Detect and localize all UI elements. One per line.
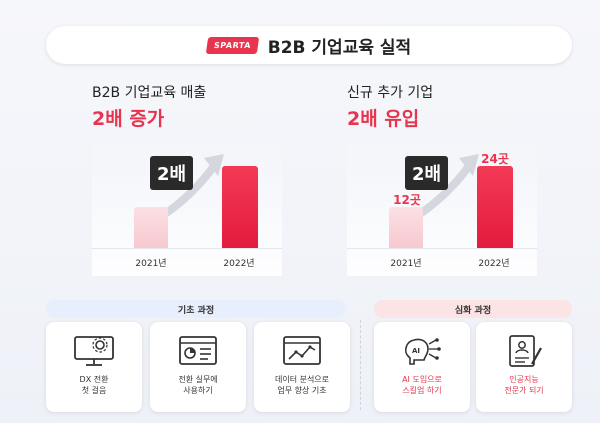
clients-chart: 12곳 2021년 24곳 2022년 2배 <box>347 136 537 276</box>
revenue-headline: 2배 증가 <box>92 108 165 130</box>
sparta-logo: SPARTA <box>205 36 259 54</box>
clients-panel: 신규 추가 기업 2배 유입 12곳 2021년 24곳 2022년 2배 <box>347 82 537 292</box>
clients-headline: 2배 유입 <box>347 108 420 130</box>
course-card-text: 인공지능 전문가 되기 <box>504 375 544 395</box>
course-card-expert[interactable]: 인공지능 전문가 되기 <box>476 322 572 412</box>
course-card-text: DX 전환 첫 걸음 <box>79 375 109 395</box>
header-banner: SPARTA B2B 기업교육 실적 <box>46 26 572 64</box>
monitor-gear-icon <box>74 336 114 366</box>
certificate-pen-icon <box>509 335 542 367</box>
revenue-subtitle: B2B 기업교육 매출 <box>92 85 207 101</box>
page-title: B2B 기업교육 실적 <box>267 37 412 58</box>
revenue-bar-2 <box>222 166 258 248</box>
basic-course-label: 기초 과정 <box>46 300 346 318</box>
clients-bar-1 <box>389 207 423 248</box>
ai-brain-icon: AI <box>404 338 441 365</box>
growth-badge: 2배 <box>405 156 449 190</box>
revenue-year-label-2: 2022년 <box>223 259 255 269</box>
clients-bar-label-1: 12곳 <box>393 193 421 207</box>
course-card-data[interactable]: 데이터 분석으로 업무 향상 기초 <box>254 322 350 412</box>
revenue-year-label-1: 2021년 <box>135 259 167 269</box>
clients-year-label-2: 2022년 <box>478 259 510 269</box>
section-divider <box>360 320 361 410</box>
revenue-bar-1 <box>134 207 168 248</box>
chart-baseline <box>347 248 537 249</box>
clients-bar-label-2: 24곳 <box>481 152 509 166</box>
clients-subtitle: 신규 추가 기업 <box>347 85 434 101</box>
course-card-text: 데이터 분석으로 업무 향상 기초 <box>274 375 330 395</box>
course-card-practice[interactable]: 전환 실무에 사용하기 <box>150 322 246 412</box>
growth-badge: 2배 <box>150 156 194 190</box>
svg-text:AI: AI <box>412 347 420 355</box>
revenue-chart: 2021년 2022년 2배 <box>92 136 282 276</box>
chart-baseline <box>92 248 282 249</box>
course-card-text: 전환 실무에 사용하기 <box>178 375 218 395</box>
course-card-ai[interactable]: AI AI 도입으로 스킬업 하기 <box>374 322 470 412</box>
clients-bar-2 <box>477 166 513 248</box>
clients-year-label-1: 2021년 <box>390 259 422 269</box>
course-card-dx[interactable]: DX 전환 첫 걸음 <box>46 322 142 412</box>
line-chart-window-icon <box>283 336 321 365</box>
revenue-panel: B2B 기업교육 매출 2배 증가 2021년 2022년 2배 <box>92 82 282 292</box>
course-card-text: AI 도입으로 스킬업 하기 <box>402 375 442 395</box>
advanced-course-label: 심화 과정 <box>374 300 572 318</box>
dashboard-window-icon <box>179 336 217 365</box>
